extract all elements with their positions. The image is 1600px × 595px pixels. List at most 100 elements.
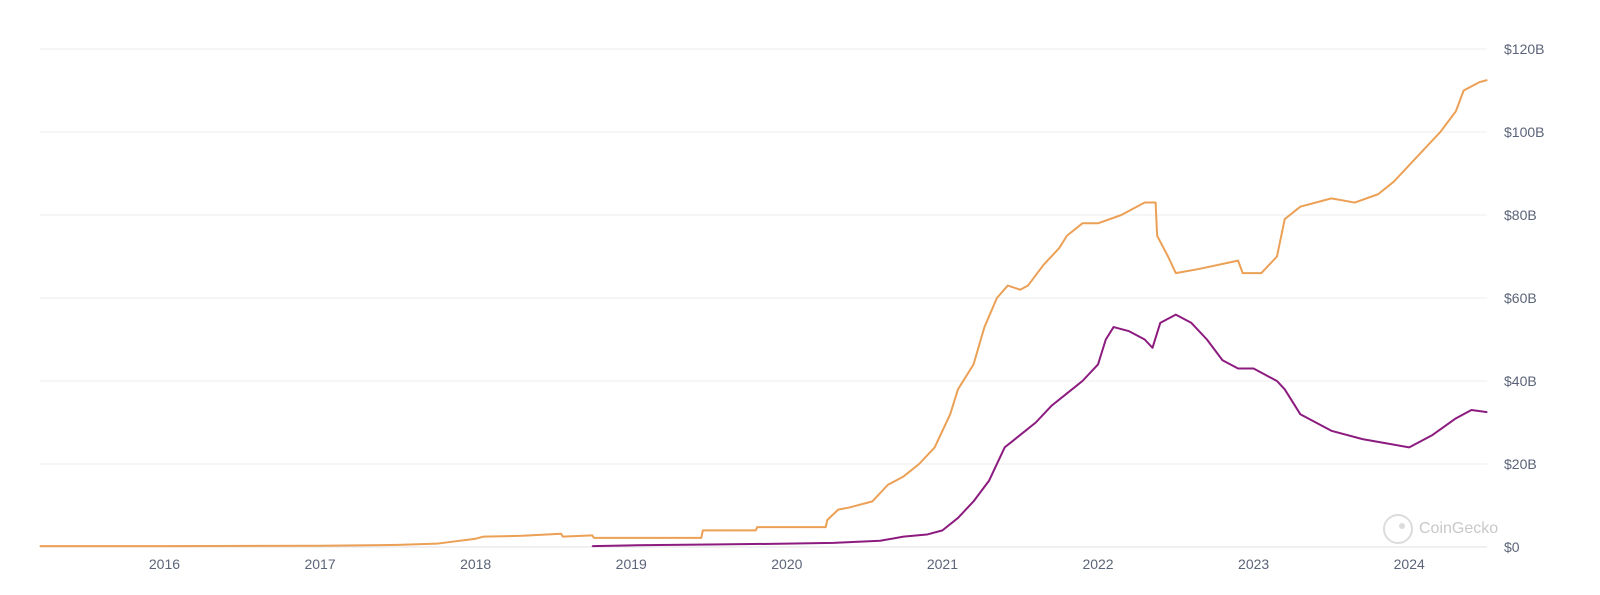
- data-point-series-2: [879, 540, 881, 542]
- y-tick-label: $20B: [1504, 456, 1537, 472]
- data-point-series-1: [1081, 222, 1084, 224]
- data-point-series-1: [319, 545, 321, 547]
- data-point-series-1: [1058, 247, 1060, 249]
- data-point-series-2: [1112, 326, 1115, 328]
- y-tick-label: $60B: [1504, 290, 1537, 306]
- data-point-series-1: [1237, 260, 1239, 262]
- data-point-series-2: [926, 533, 928, 536]
- data-point-series-1: [475, 538, 477, 540]
- data-point-series-1: [1144, 201, 1146, 204]
- data-point-series-1: [826, 519, 828, 521]
- data-point-series-1: [560, 533, 562, 535]
- data-point-series-2: [1144, 338, 1146, 341]
- x-tick-label: 2018: [460, 556, 491, 572]
- x-tick-label: 2021: [927, 556, 958, 572]
- data-point-series-1: [1276, 255, 1278, 258]
- data-point-series-1: [593, 537, 595, 539]
- data-point-series-2: [630, 544, 632, 546]
- data-point-series-2: [1299, 413, 1301, 415]
- coingecko-logo-icon: [1383, 514, 1413, 544]
- y-tick-label: $40B: [1504, 373, 1537, 389]
- data-point-series-1: [521, 535, 523, 537]
- x-tick-label: 2016: [149, 556, 180, 572]
- data-point-series-1: [972, 363, 975, 365]
- y-tick-label: $80B: [1504, 207, 1537, 223]
- data-point-series-1: [1408, 164, 1410, 166]
- data-point-series-1: [756, 526, 758, 528]
- data-point-series-2: [1361, 438, 1364, 440]
- data-point-series-2: [902, 536, 905, 538]
- data-point-series-1: [1478, 81, 1480, 83]
- data-point-series-2: [708, 543, 710, 546]
- data-point-series-1: [562, 536, 564, 538]
- data-point-series-2: [1190, 322, 1192, 324]
- x-tick-label: 2022: [1082, 556, 1113, 572]
- data-point-series-2: [1431, 434, 1434, 436]
- data-point-series-1: [1097, 222, 1099, 224]
- data-point-series-2: [1081, 380, 1084, 382]
- series-line-2: [592, 313, 1488, 548]
- data-point-series-1: [1455, 110, 1457, 112]
- data-point-series-1: [591, 534, 593, 536]
- data-point-series-2: [941, 529, 944, 532]
- data-point-series-1: [1156, 235, 1158, 237]
- data-point-series-1: [1377, 193, 1379, 195]
- data-point-series-1: [949, 413, 951, 415]
- data-point-series-1: [837, 509, 839, 511]
- x-axis: 2016 2017 2018 2019 2020 2021 2022 2023 2024: [149, 556, 1425, 572]
- data-point-series-1: [1167, 255, 1169, 258]
- data-point-series-2: [1221, 359, 1224, 361]
- data-point-series-2: [1159, 322, 1161, 324]
- data-point-series-2: [1253, 367, 1255, 370]
- data-point-series-1: [1242, 272, 1244, 274]
- data-point-series-2: [1330, 430, 1333, 432]
- data-point-series-1: [1042, 264, 1045, 266]
- data-point-series-2: [1105, 338, 1107, 341]
- data-point-series-2: [832, 542, 835, 544]
- data-point-series-1: [996, 297, 998, 299]
- data-point-series-1: [887, 484, 889, 486]
- data-point-series-1: [1019, 289, 1021, 291]
- data-point-series-1: [957, 388, 959, 390]
- data-point-series-2: [1486, 411, 1488, 413]
- data-point-series-1: [1027, 284, 1029, 287]
- data-point-series-1: [1120, 214, 1122, 216]
- grid-layer: [40, 48, 1487, 548]
- data-point-series-1: [1175, 272, 1177, 274]
- x-tick-label: 2023: [1238, 556, 1269, 572]
- data-point-series-2: [1128, 330, 1130, 332]
- data-point-series-1: [848, 506, 850, 509]
- data-point-series-1: [397, 544, 399, 546]
- x-tick-label: 2024: [1394, 556, 1425, 572]
- data-point-series-1: [700, 537, 702, 539]
- y-tick-label: $0: [1504, 539, 1520, 555]
- data-point-series-2: [1097, 363, 1099, 365]
- series-line-1: [40, 79, 1488, 548]
- x-tick-label: 2020: [771, 556, 802, 572]
- data-point-series-2: [957, 517, 959, 519]
- data-point-series-1: [1439, 131, 1441, 133]
- watermark-text: CoinGecko: [1419, 520, 1499, 537]
- data-point-series-1: [39, 545, 41, 547]
- data-point-series-2: [1151, 347, 1154, 349]
- data-point-series-1: [1354, 201, 1356, 204]
- data-point-series-2: [786, 543, 788, 545]
- data-point-series-1: [825, 526, 827, 528]
- data-point-series-1: [1393, 181, 1395, 183]
- data-point-series-1: [163, 545, 166, 547]
- data-point-series-2: [1019, 434, 1021, 436]
- data-point-series-2: [1050, 405, 1052, 407]
- y-tick-label: $100B: [1504, 124, 1544, 140]
- data-point-series-1: [1424, 148, 1426, 150]
- data-point-series-1: [1463, 89, 1465, 92]
- data-point-series-1: [482, 536, 485, 538]
- data-point-series-2: [1206, 338, 1208, 341]
- data-point-series-2: [1175, 314, 1177, 316]
- data-point-series-2: [591, 545, 593, 547]
- y-tick-label: $120B: [1504, 41, 1544, 57]
- data-point-series-2: [1385, 442, 1387, 444]
- data-point-series-1: [871, 500, 874, 502]
- data-point-series-1: [1284, 218, 1286, 220]
